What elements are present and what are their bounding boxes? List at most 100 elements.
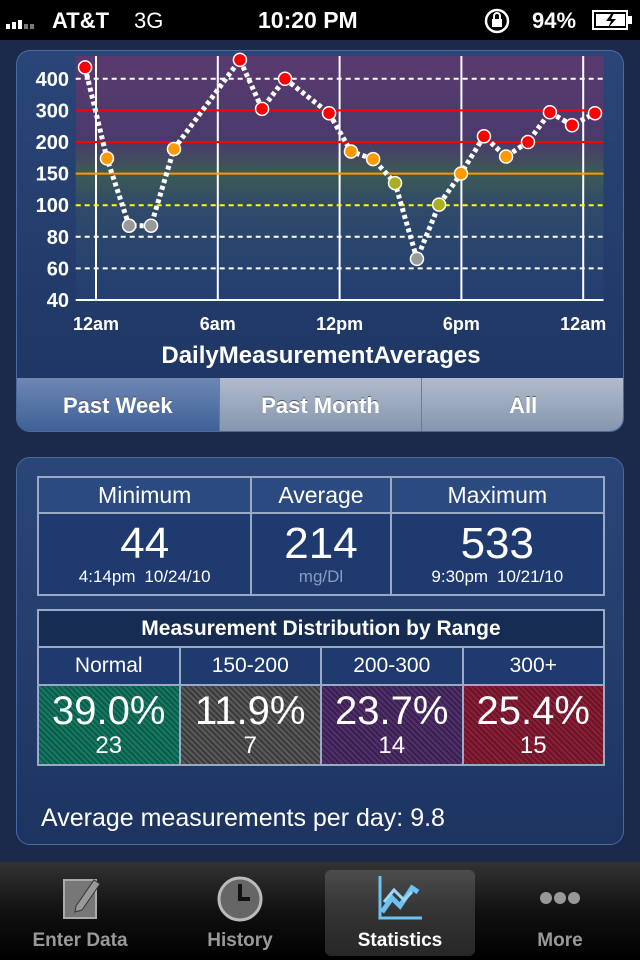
- data-point: [520, 134, 536, 150]
- range-percent: 23.7%: [335, 689, 449, 733]
- footer-value: 9.8: [410, 804, 445, 832]
- clock: 10:20 PM: [258, 7, 358, 33]
- minimum-cell: 44 4:14pm 10/24/10: [36, 512, 253, 596]
- segment-button[interactable]: Past Week: [17, 378, 220, 431]
- data-point: [587, 105, 603, 121]
- y-tick-label: 40: [47, 290, 69, 312]
- range-count: 14: [378, 732, 406, 759]
- range-percent: 25.4%: [476, 689, 590, 733]
- range-cell: 23.7% 14: [320, 684, 464, 766]
- carrier: AT&T: [52, 8, 110, 33]
- data-point: [254, 101, 270, 117]
- data-point: [77, 60, 93, 75]
- range-cell: 25.4% 15: [461, 684, 605, 766]
- header-cell: Minimum: [36, 476, 253, 514]
- status-bar: AT&T 3G 10:20 PM 94%: [0, 0, 640, 40]
- tab[interactable]: More: [485, 870, 635, 956]
- range-label: 300+: [461, 646, 605, 686]
- x-tick-label: 6am: [200, 314, 236, 334]
- data-point: [365, 151, 381, 167]
- range-count: 15: [519, 732, 547, 759]
- data-point: [343, 144, 359, 159]
- data-point: [99, 151, 115, 166]
- range-label: 200-300: [320, 646, 464, 686]
- data-point: [409, 251, 425, 267]
- tab-label: History: [207, 930, 273, 951]
- data-point: [277, 71, 293, 87]
- range-percent: 39.0%: [52, 689, 166, 733]
- data-point: [121, 218, 137, 233]
- tab-label: More: [537, 930, 583, 951]
- x-tick-label: 12am: [560, 314, 606, 334]
- maximum-cell: 533 9:30pm 10/21/10: [389, 512, 606, 596]
- tab-icon: [378, 876, 422, 920]
- tab-icon: [540, 892, 580, 904]
- data-point: [476, 129, 492, 144]
- range-cell: 39.0% 23: [37, 684, 181, 766]
- footer-label: Average measurements per day:: [41, 804, 404, 832]
- y-tick-label: 200: [36, 132, 69, 154]
- y-tick-label: 100: [36, 195, 69, 217]
- tab-bar: Enter Data History Statistics More: [0, 862, 640, 960]
- minimum-value: 44: [120, 519, 170, 568]
- y-tick-label: 150: [36, 164, 69, 186]
- data-point: [387, 175, 403, 191]
- segmented-control: Past Week Past Month All: [17, 378, 623, 431]
- segment-button[interactable]: All: [422, 378, 623, 431]
- y-tick-label: 300: [36, 100, 69, 122]
- maximum-time: 9:30pm: [431, 567, 489, 586]
- x-tick-label: 12am: [73, 314, 119, 334]
- data-point: [232, 52, 248, 68]
- average-unit: mg/Dl: [298, 567, 344, 586]
- range-cell: 11.9% 7: [178, 684, 322, 766]
- header-cell: Average: [250, 476, 392, 514]
- tab-label: Statistics: [357, 930, 443, 951]
- chart-title: DailyMeasurementAverages: [161, 342, 480, 369]
- y-tick-label: 80: [47, 227, 69, 249]
- distribution-title: Measurement Distribution by Range: [37, 609, 605, 648]
- tab[interactable]: Statistics: [325, 870, 475, 956]
- range-count: 23: [95, 732, 123, 759]
- range-label: 150-200: [178, 646, 322, 686]
- data-point: [321, 105, 337, 121]
- y-tick-label: 60: [47, 258, 69, 280]
- maximum-value: 533: [460, 519, 534, 568]
- chart-panel: DailyMeasurementAverages 12am 6am 12pm 6pm 1…: [16, 50, 624, 432]
- tab-icon: [217, 876, 263, 922]
- distribution-table: Measurement Distribution by Range Normal…: [37, 609, 605, 766]
- maximum-date: 10/21/10: [496, 567, 564, 586]
- tab-label: Enter Data: [32, 930, 128, 951]
- battery-icon: [592, 10, 632, 30]
- tab[interactable]: History: [165, 870, 315, 956]
- data-line: [82, 54, 597, 267]
- average-cell: 214 mg/Dl: [250, 512, 392, 596]
- rotation-lock-icon: [484, 8, 510, 34]
- minimum-date: 10/24/10: [144, 567, 211, 586]
- network: 3G: [134, 8, 164, 33]
- range-label: Normal: [37, 646, 181, 686]
- x-tick-label: 12pm: [316, 314, 363, 334]
- data-point: [498, 149, 514, 164]
- header-cell: Maximum: [389, 476, 606, 514]
- signal-icon: [6, 20, 34, 29]
- chart: DailyMeasurementAverages 12am 6am 12pm 6pm 1…: [36, 52, 606, 369]
- data-point: [453, 166, 469, 181]
- x-tick-label: 6pm: [443, 314, 480, 334]
- footer: Average measurements per day: 9.8: [41, 804, 445, 833]
- data-point: [431, 197, 447, 212]
- data-point: [143, 218, 159, 233]
- data-point: [166, 141, 182, 157]
- tab[interactable]: Enter Data: [5, 870, 155, 956]
- range-percent: 11.9%: [195, 689, 306, 733]
- tab-icon: [63, 879, 101, 919]
- data-point: [564, 118, 580, 133]
- y-tick-label: 400: [36, 69, 69, 91]
- minimum-time: 4:14pm: [78, 567, 136, 586]
- segment-button[interactable]: Past Month: [219, 378, 423, 431]
- summary-table: Minimum Average Maximum 44 4:14pm 10/24/1…: [36, 476, 606, 596]
- range-count: 7: [243, 732, 257, 759]
- stats-panel: Minimum Average Maximum 44 4:14pm 10/24/1…: [16, 457, 624, 845]
- data-point: [542, 105, 558, 120]
- average-value: 214: [284, 519, 358, 568]
